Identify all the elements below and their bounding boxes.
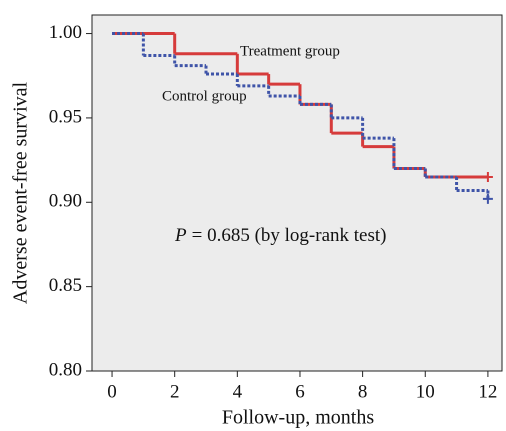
x-tick-label: 6 [295, 381, 305, 402]
x-tick-label: 12 [478, 381, 497, 402]
x-tick-label: 10 [416, 381, 435, 402]
x-axis-title: Follow-up, months [222, 407, 374, 429]
y-tick-label: 0.95 [49, 106, 82, 127]
p-text: = 0.685 (by log-rank test) [192, 225, 387, 246]
y-tick-label: 0.90 [49, 191, 82, 212]
y-tick-label: 0.85 [49, 275, 82, 296]
censor-mark [482, 171, 493, 182]
plot-area [91, 14, 503, 372]
x-tick-label: 8 [358, 381, 368, 402]
p-symbol: P [174, 225, 187, 246]
x-tick-label: 4 [233, 381, 243, 402]
y-tick-label: 1.00 [49, 22, 82, 43]
p-value-note: P = 0.685 (by log-rank test) [174, 225, 386, 246]
treatment-label: Treatment group [240, 43, 340, 59]
x-tick-label: 0 [107, 381, 117, 402]
y-tick-label: 0.80 [49, 359, 82, 380]
censor-mark [482, 193, 493, 204]
control-label: Control group [162, 88, 247, 104]
x-tick-label: 2 [170, 381, 180, 402]
y-axis-title: Adverse event-free survival [10, 82, 32, 305]
